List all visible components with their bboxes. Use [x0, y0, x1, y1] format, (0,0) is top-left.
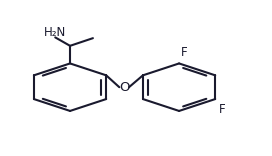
- Text: F: F: [181, 46, 188, 59]
- Text: F: F: [219, 103, 226, 116]
- Text: O: O: [119, 81, 129, 94]
- Text: H₂N: H₂N: [44, 26, 66, 39]
